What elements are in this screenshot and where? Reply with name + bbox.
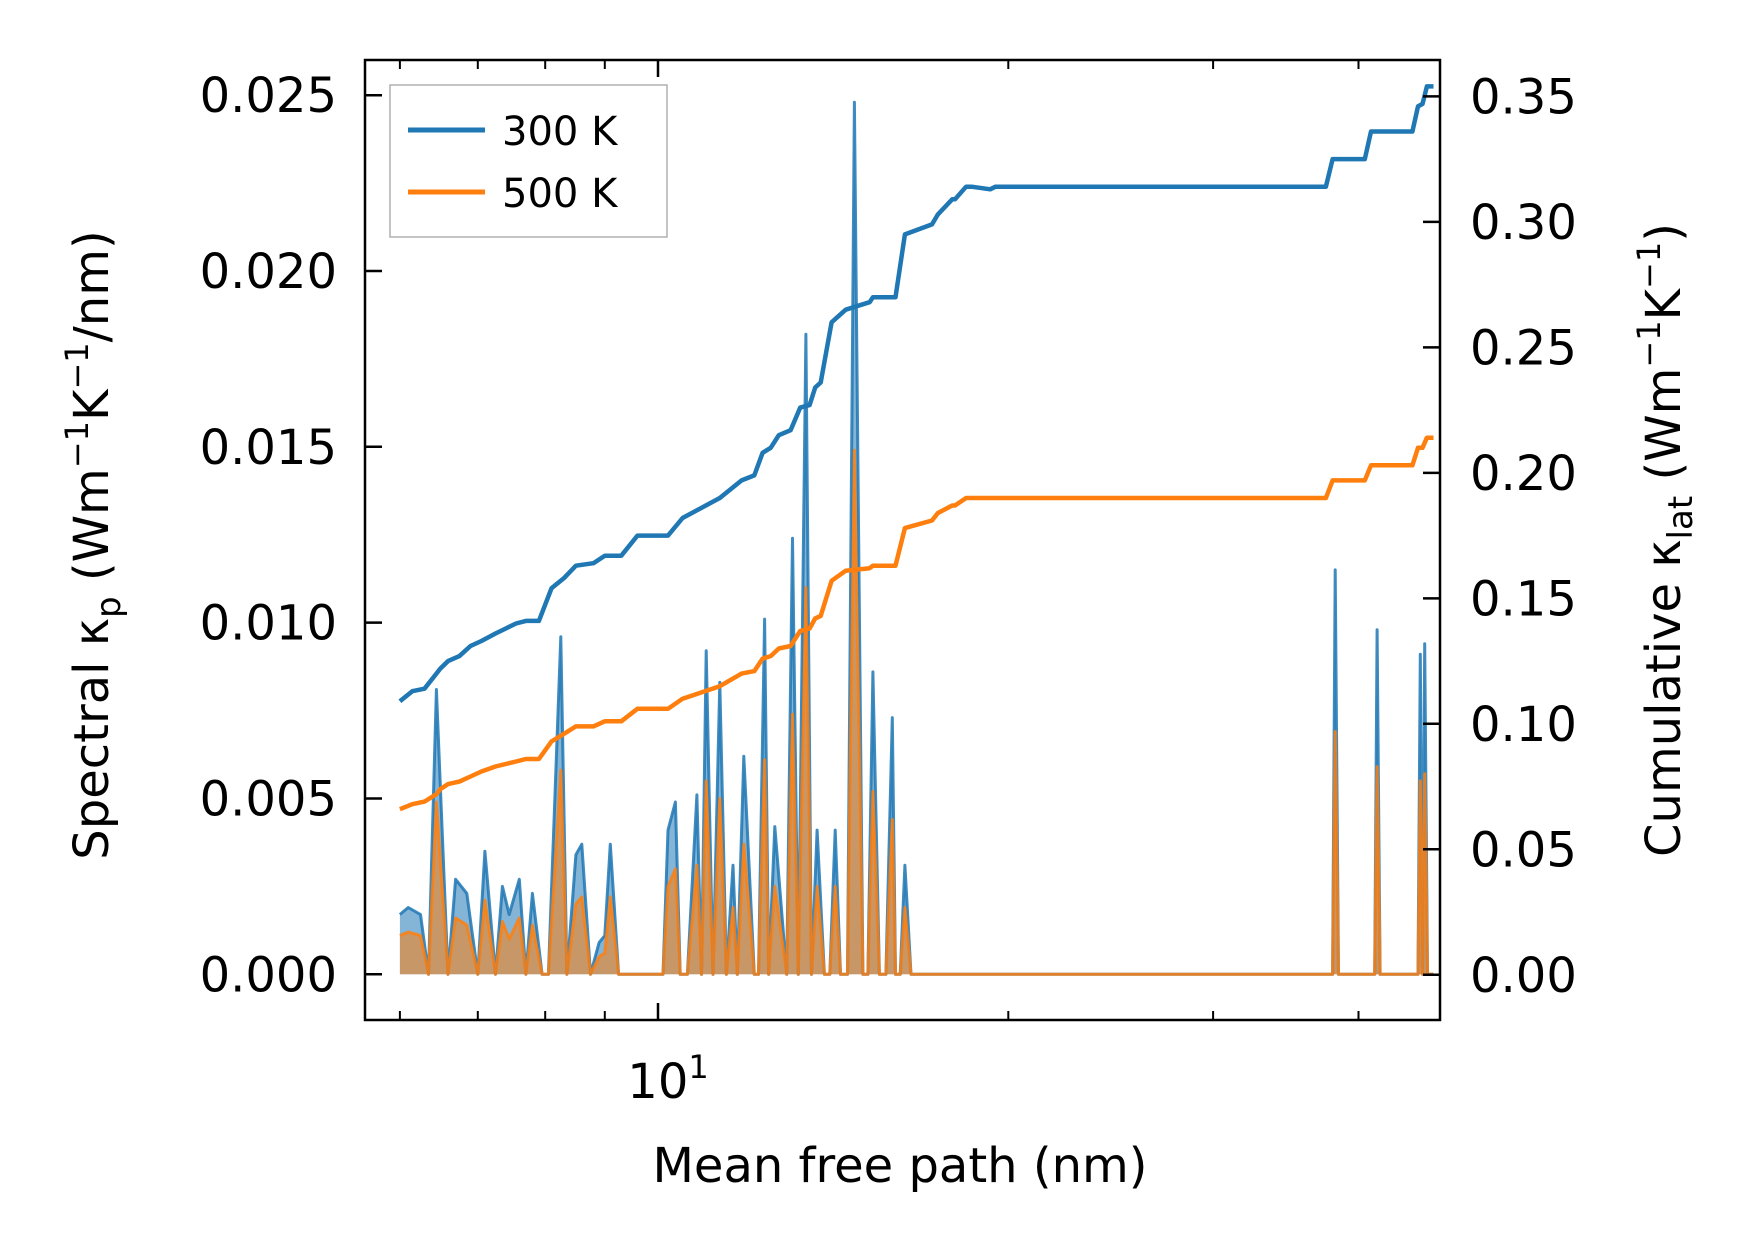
right-y-tick-label: 0.15 xyxy=(1470,571,1577,627)
legend-label-500k: 500 K xyxy=(502,171,619,217)
left-y-tick-label: 0.010 xyxy=(200,596,337,652)
right-y-tick-label: 0.05 xyxy=(1470,822,1577,878)
axis-ticks xyxy=(365,60,1440,1020)
spectral-line-500k xyxy=(399,448,1434,976)
cumulative-line-300k xyxy=(398,84,1434,704)
left-y-tick-label: 0.025 xyxy=(200,68,337,124)
left-y-tick-label: 0.015 xyxy=(200,420,337,476)
left-y-axis-title: Spectral κp (Wm−1K−1/nm) xyxy=(58,230,129,859)
left-y-tick-label: 0.020 xyxy=(200,244,337,300)
x-axis-title: Mean free path (nm) xyxy=(653,1138,1148,1194)
spectral-lines xyxy=(398,100,1434,976)
right-y-tick-label: 0.25 xyxy=(1470,320,1577,376)
right-y-tick-label: 0.10 xyxy=(1470,697,1577,753)
legend: 300 K 500 K xyxy=(389,84,668,238)
right-y-tick-labels: 0.00 0.05 0.10 0.15 0.20 0.25 0.30 0.35 xyxy=(1470,69,1577,1003)
x-tick-label: 101 xyxy=(627,1048,708,1110)
legend-label-300k: 300 K xyxy=(502,109,619,155)
cumulative-lines xyxy=(398,84,1434,812)
legend-box xyxy=(389,84,668,238)
left-y-tick-labels: 0.000 0.005 0.010 0.015 0.020 0.025 xyxy=(200,68,337,1003)
plot-frame xyxy=(363,58,1442,1022)
cumulative-line-500k xyxy=(399,435,1434,812)
right-y-axis-title: Cumulative κlat (Wm−1K−1) xyxy=(1630,223,1701,857)
left-y-tick-label: 0.005 xyxy=(200,772,337,828)
right-y-tick-label: 0.00 xyxy=(1470,948,1577,1004)
right-y-tick-label: 0.30 xyxy=(1470,195,1577,251)
right-y-tick-label: 0.35 xyxy=(1470,69,1577,125)
left-y-tick-label: 0.000 xyxy=(200,947,337,1003)
right-y-tick-label: 0.20 xyxy=(1470,446,1577,502)
